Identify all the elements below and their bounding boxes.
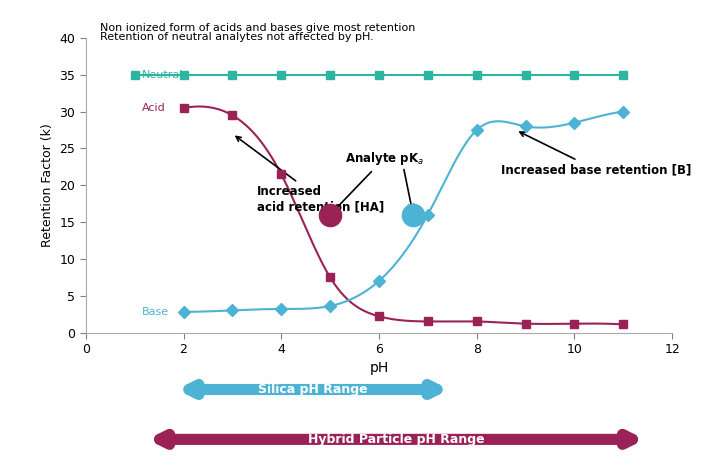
- Y-axis label: Retention Factor (k): Retention Factor (k): [41, 124, 54, 247]
- Text: Base: Base: [142, 307, 169, 317]
- Text: Increased
acid retention [HA]: Increased acid retention [HA]: [236, 136, 384, 213]
- Text: Increased base retention [B]: Increased base retention [B]: [501, 132, 691, 176]
- Text: Neutral: Neutral: [142, 70, 183, 80]
- Text: Hybrid Particle pH Range: Hybrid Particle pH Range: [307, 433, 484, 446]
- Text: Analyte pK$_a$: Analyte pK$_a$: [333, 150, 424, 211]
- Text: Retention of neutral analytes not affected by pH.: Retention of neutral analytes not affect…: [100, 32, 374, 42]
- X-axis label: pH: pH: [370, 361, 388, 375]
- Text: Non ionized form of acids and bases give most retention: Non ionized form of acids and bases give…: [100, 23, 415, 33]
- Text: Silica pH Range: Silica pH Range: [258, 383, 368, 396]
- Text: Acid: Acid: [142, 103, 166, 113]
